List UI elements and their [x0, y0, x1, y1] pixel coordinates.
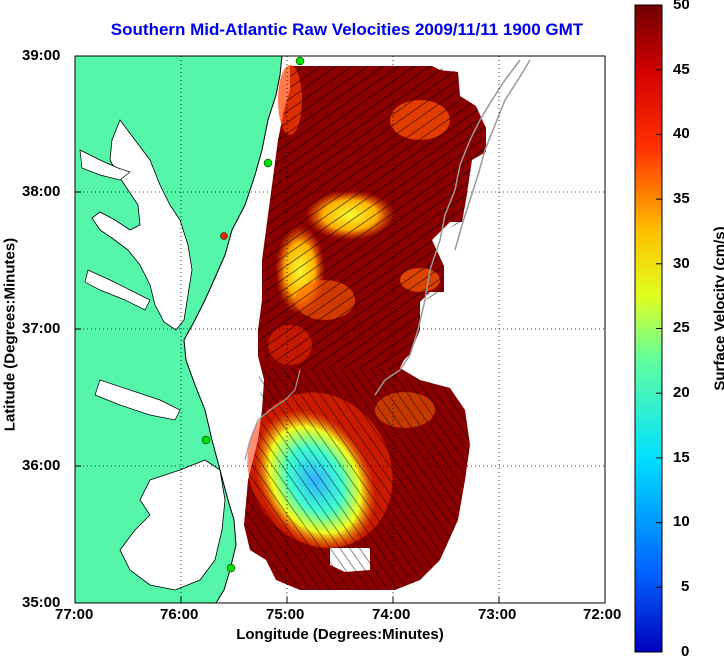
colorbar-tick-label: 40 — [673, 125, 690, 142]
colorbar-tick-label: 0 — [681, 643, 689, 660]
station-marker-icon — [221, 233, 228, 240]
x-axis-label: Longitude (Degrees:Minutes) — [75, 626, 605, 643]
colorbar-tick-label: 15 — [673, 449, 690, 466]
station-marker-icon — [202, 436, 210, 444]
x-tick-label: 75:00 — [266, 606, 304, 623]
colorbar-tick-label: 20 — [673, 384, 690, 401]
colorbar-tick-label: 35 — [673, 190, 690, 207]
y-tick-label: 38:00 — [22, 183, 60, 200]
x-tick-label: 73:00 — [478, 606, 516, 623]
colorbar-tick-label: 10 — [673, 513, 690, 530]
x-tick-label: 76:00 — [160, 606, 198, 623]
y-tick-label: 37:00 — [22, 320, 60, 337]
x-tick-label: 77:00 — [55, 606, 93, 623]
colorbar-tick-label: 50 — [673, 0, 690, 13]
colorbar-tick-label: 30 — [673, 255, 690, 272]
y-tick-label: 35:00 — [22, 594, 60, 611]
y-axis-label: Latitude (Degrees:Minutes) — [2, 170, 19, 500]
colorbar-tick-label: 5 — [681, 578, 689, 595]
x-tick-label: 72:00 — [583, 606, 621, 623]
colorbar-label: Surface Velocity (cm/s) — [712, 159, 724, 459]
y-tick-label: 36:00 — [22, 457, 60, 474]
colorbar-tick-label: 25 — [673, 319, 690, 336]
colorbar-tick-label: 45 — [673, 61, 690, 78]
y-tick-label: 39:00 — [22, 47, 60, 64]
station-marker-icon — [264, 159, 272, 167]
station-marker-icon — [296, 57, 304, 65]
x-tick-label: 74:00 — [372, 606, 410, 623]
station-marker-icon — [227, 564, 235, 572]
